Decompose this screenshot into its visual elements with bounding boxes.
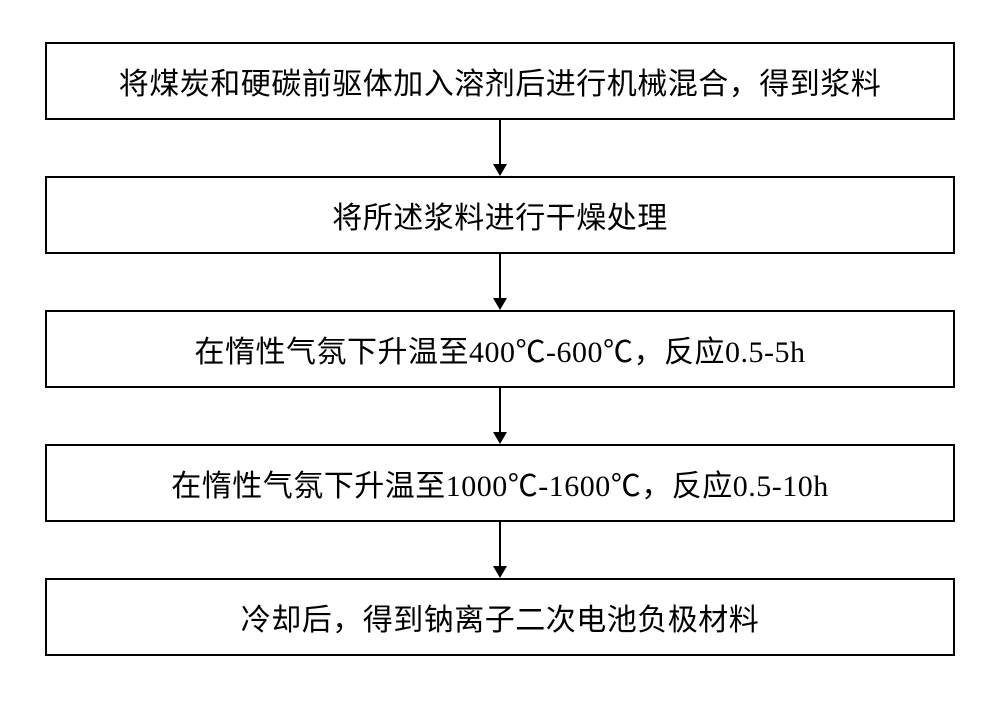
- flowchart-step-5: 冷却后，得到钠离子二次电池负极材料: [45, 578, 955, 656]
- flowchart-arrow-1: [499, 120, 501, 164]
- flowchart-step-1: 将煤炭和硬碳前驱体加入溶剂后进行机械混合，得到浆料: [45, 42, 955, 120]
- flowchart-arrow-1-head: [493, 164, 507, 176]
- flowchart-step-3-text: 在惰性气氛下升温至400℃-600℃，反应0.5-5h: [195, 327, 806, 371]
- flowchart-step-2-text: 将所述浆料进行干燥处理: [332, 193, 668, 237]
- flowchart-arrow-4: [499, 522, 501, 566]
- flowchart-arrow-2-head: [493, 298, 507, 310]
- flowchart-step-4-text: 在惰性气氛下升温至1000℃-1600℃，反应0.5-10h: [171, 461, 828, 505]
- flowchart-arrow-3: [499, 388, 501, 432]
- flowchart-step-5-text: 冷却后，得到钠离子二次电池负极材料: [241, 595, 760, 639]
- flowchart-step-4: 在惰性气氛下升温至1000℃-1600℃，反应0.5-10h: [45, 444, 955, 522]
- flowchart-arrow-2: [499, 254, 501, 298]
- flowchart-arrow-3-head: [493, 432, 507, 444]
- flowchart-container: 将煤炭和硬碳前驱体加入溶剂后进行机械混合，得到浆料 将所述浆料进行干燥处理 在惰…: [0, 0, 1000, 706]
- flowchart-step-2: 将所述浆料进行干燥处理: [45, 176, 955, 254]
- flowchart-arrow-4-head: [493, 566, 507, 578]
- flowchart-step-1-text: 将煤炭和硬碳前驱体加入溶剂后进行机械混合，得到浆料: [119, 59, 882, 103]
- flowchart-step-3: 在惰性气氛下升温至400℃-600℃，反应0.5-5h: [45, 310, 955, 388]
